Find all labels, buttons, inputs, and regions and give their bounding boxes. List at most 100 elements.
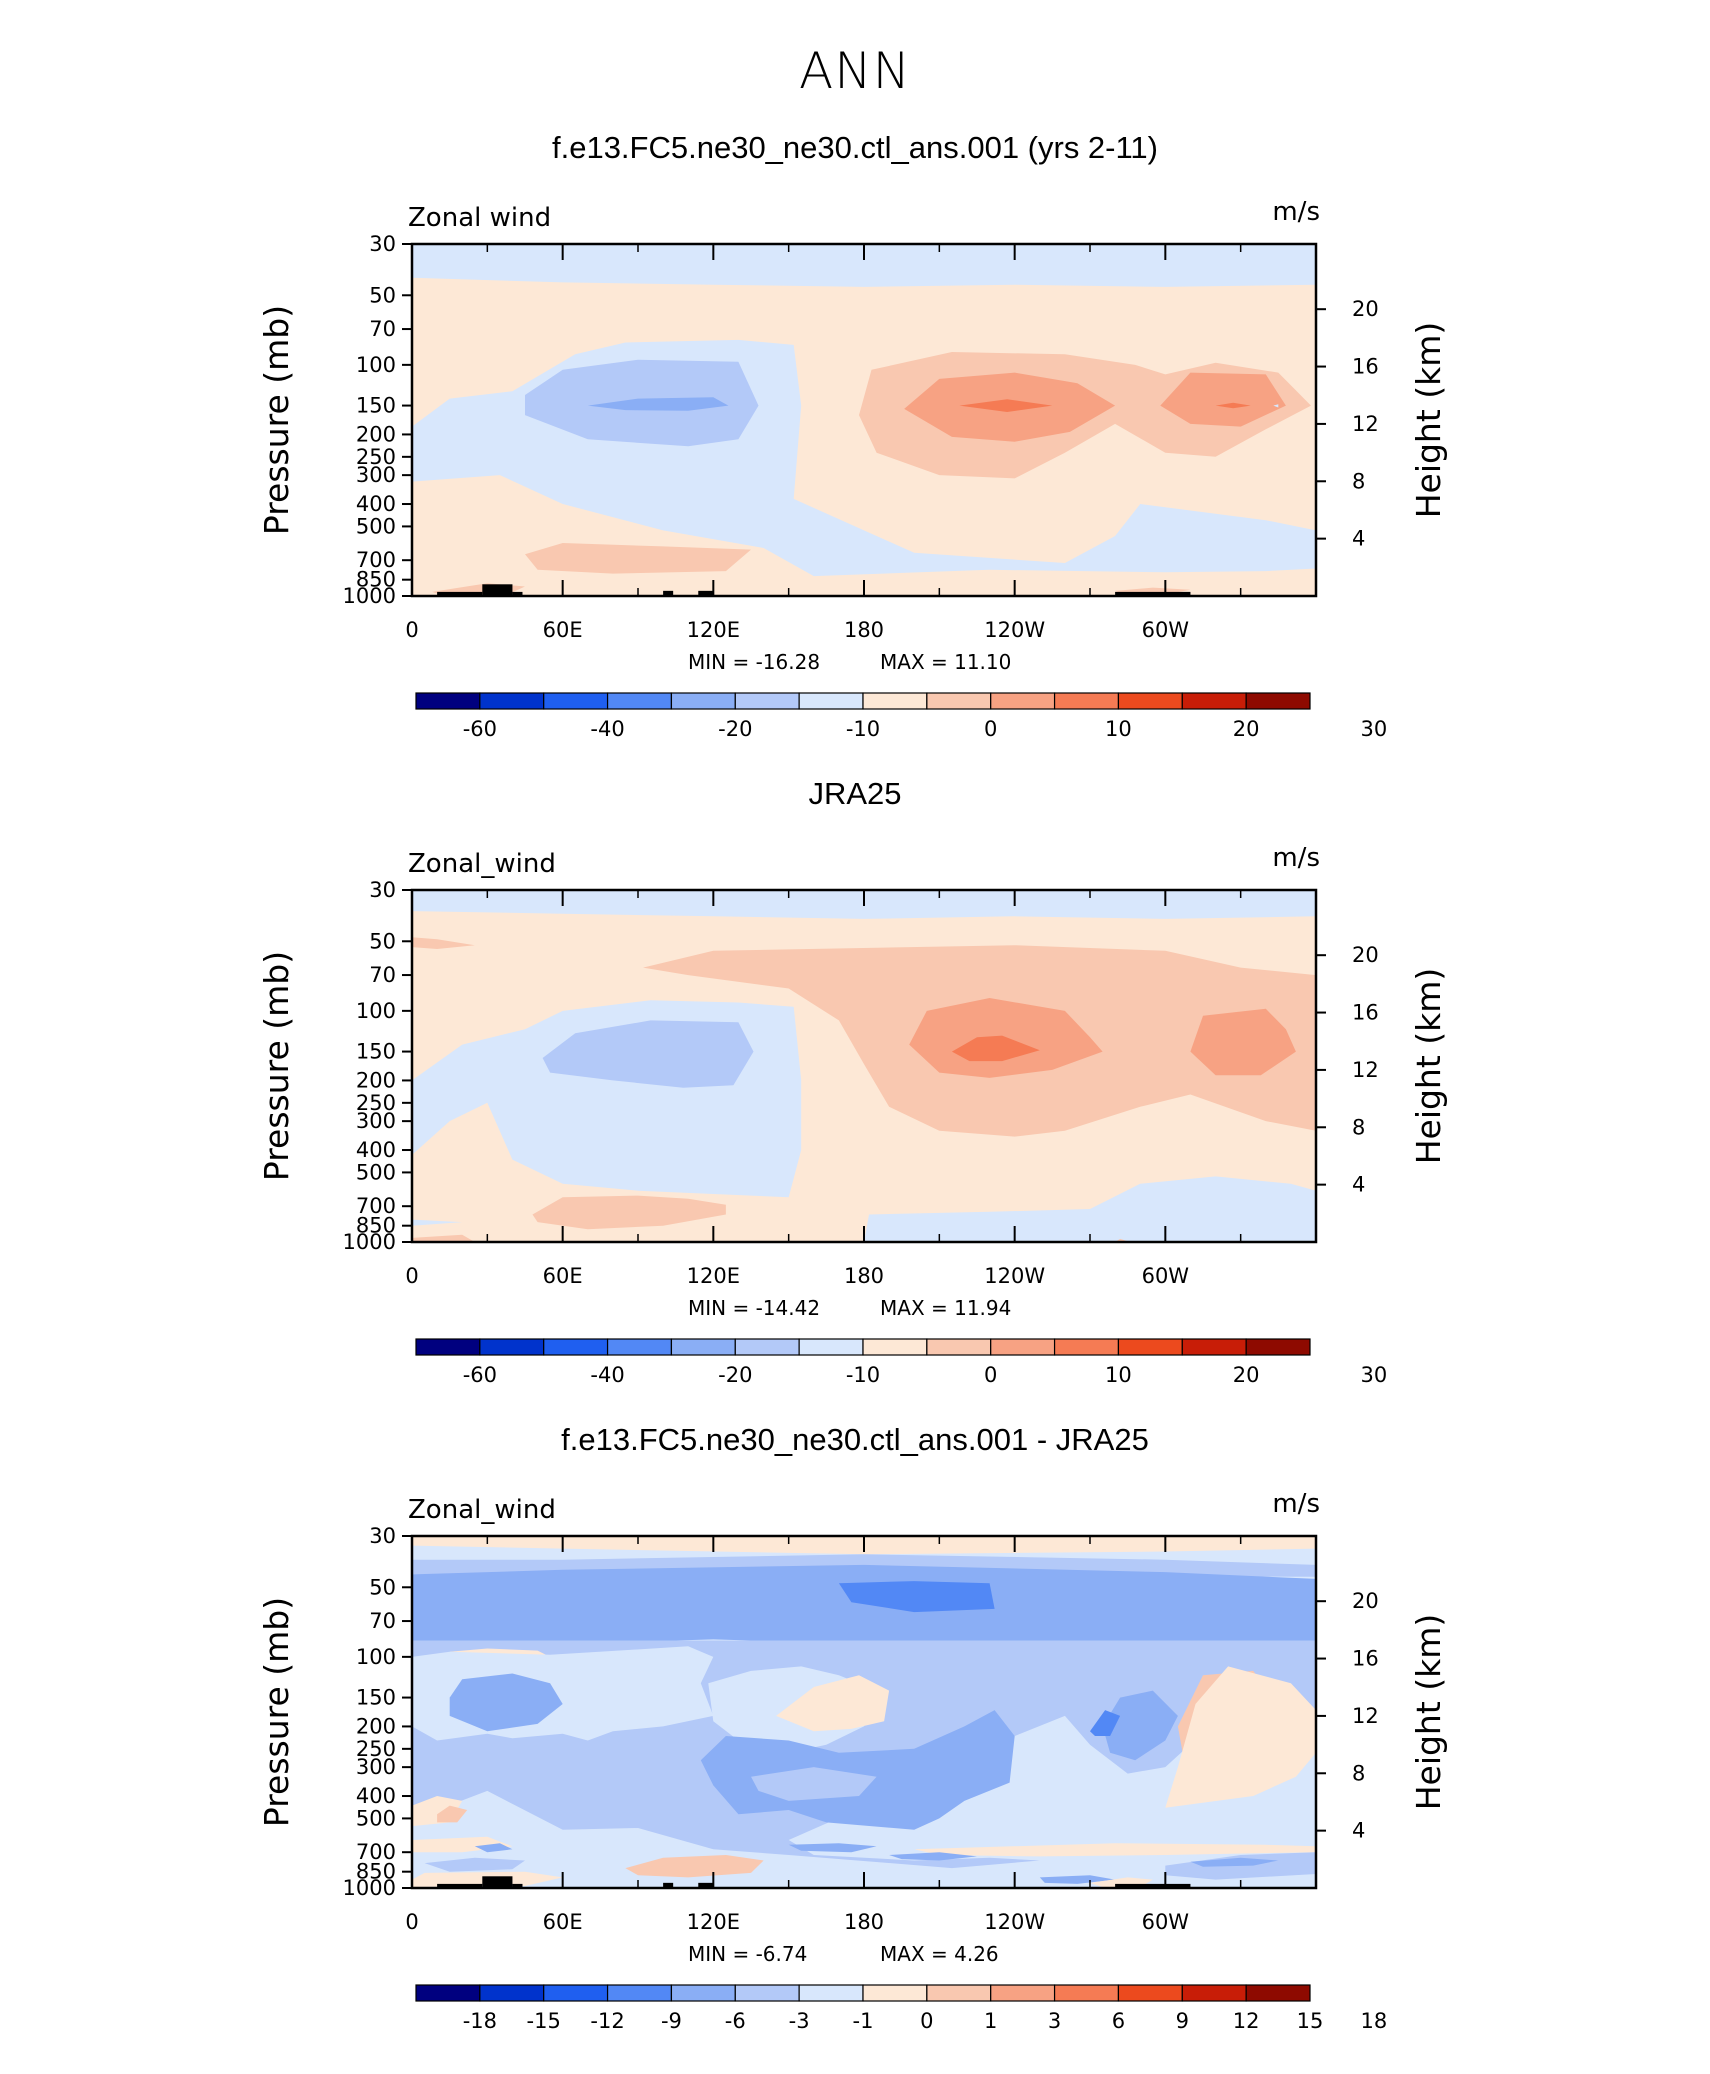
contour-region bbox=[864, 1176, 1316, 1242]
contour-region bbox=[959, 399, 1053, 412]
height-tick-label: 16 bbox=[1352, 1001, 1379, 1025]
colorbar-label: -12 bbox=[590, 2009, 624, 2033]
panel-group: 0 60E 120E 180 120W 60W3050701001502002503004… bbox=[257, 843, 1448, 1387]
colorbar-label: -10 bbox=[846, 717, 880, 741]
x-tick-label: 180 bbox=[844, 1910, 884, 1934]
y-tick-label: 150 bbox=[356, 1686, 396, 1710]
height-tick-label: 20 bbox=[1352, 297, 1379, 321]
colorbar-label: 0 bbox=[984, 1363, 997, 1387]
colorbar-label: 0 bbox=[984, 717, 997, 741]
colorbar-swatch bbox=[1181, 1984, 1247, 2002]
contour-regions bbox=[412, 890, 1316, 1242]
panel-1-title: f.e13.FC5.ne30_ne30.ctl_ans.001 (yrs 2-1… bbox=[551, 130, 1158, 165]
colorbar-label: 15 bbox=[1297, 2009, 1324, 2033]
y-tick-label: 50 bbox=[369, 929, 396, 953]
y-tick-label: 70 bbox=[369, 1609, 396, 1633]
y-tick-label: 850 bbox=[356, 1860, 396, 1884]
contour-region bbox=[1165, 1666, 1316, 1808]
contour-region bbox=[1160, 372, 1286, 427]
right-axis-title: Height (km) bbox=[1409, 968, 1448, 1165]
terrain-block bbox=[482, 1876, 513, 1888]
y-tick-label: 300 bbox=[356, 1755, 396, 1779]
colorbar-label: 20 bbox=[1233, 717, 1260, 741]
colorbar-label: -3 bbox=[789, 2009, 810, 2033]
height-tick-label: 4 bbox=[1352, 1819, 1365, 1843]
height-tick-label: 4 bbox=[1352, 1173, 1365, 1197]
contour-region bbox=[1090, 1710, 1121, 1736]
colorbar-label: -6 bbox=[725, 2009, 746, 2033]
x-tick-label: 0 bbox=[405, 618, 418, 642]
contour-region bbox=[788, 1843, 877, 1853]
colorbar-swatch bbox=[415, 1984, 481, 2002]
colorbar-label: 1 bbox=[984, 2009, 997, 2033]
colorbar-label: 10 bbox=[1105, 1363, 1132, 1387]
x-tick-label: 120E bbox=[687, 1264, 740, 1288]
terrain-block bbox=[663, 590, 674, 596]
y-tick-label: 30 bbox=[369, 878, 396, 902]
colorbar-label: 0 bbox=[920, 2009, 933, 2033]
y-tick-label: 300 bbox=[356, 463, 396, 487]
contour-region bbox=[412, 937, 475, 949]
terrain-block bbox=[482, 584, 513, 596]
contour-region bbox=[1102, 1690, 1178, 1761]
y-tick-label: 50 bbox=[369, 283, 396, 307]
height-tick-label: 12 bbox=[1352, 412, 1379, 436]
panel-2-title: JRA25 bbox=[808, 776, 902, 811]
terrain-block bbox=[698, 1882, 714, 1888]
x-tick-label: 60W bbox=[1142, 1910, 1190, 1934]
contour-region bbox=[776, 1675, 890, 1732]
x-tick-label: 120W bbox=[984, 1910, 1045, 1934]
x-tick-label: 120E bbox=[687, 618, 740, 642]
colorbar-swatch bbox=[990, 1984, 1056, 2002]
y-tick-label: 70 bbox=[369, 317, 396, 341]
x-tick-label: 180 bbox=[844, 1264, 884, 1288]
y-axis-title: Pressure (mb) bbox=[257, 1597, 296, 1827]
height-tick-label: 8 bbox=[1352, 1761, 1365, 1785]
contour-region bbox=[700, 1710, 1015, 1830]
y-tick-label: 500 bbox=[356, 514, 396, 538]
terrain-block bbox=[698, 590, 714, 596]
colorbar-label: -9 bbox=[661, 2009, 682, 2033]
colorbar-swatch bbox=[1245, 1338, 1311, 1356]
x-tick-label: 60E bbox=[543, 1910, 583, 1934]
y-tick-label: 700 bbox=[356, 548, 396, 572]
height-tick-label: 12 bbox=[1352, 1704, 1379, 1728]
y-tick-label: 250 bbox=[356, 1737, 396, 1761]
colorbar-swatch bbox=[862, 1984, 928, 2002]
x-tick-label: 120E bbox=[687, 1910, 740, 1934]
min-label: MIN = -14.42 bbox=[688, 1296, 820, 1320]
y-tick-label: 400 bbox=[356, 492, 396, 516]
terrain-block bbox=[1115, 1883, 1191, 1888]
contour-region bbox=[449, 1673, 563, 1732]
panel-3-title: f.e13.FC5.ne30_ne30.ctl_ans.001 - JRA25 bbox=[561, 1422, 1149, 1457]
contour-regions bbox=[412, 244, 1316, 595]
y-axis-title: Pressure (mb) bbox=[257, 951, 296, 1181]
y-tick-label: 30 bbox=[369, 1524, 396, 1548]
colorbar-swatch bbox=[670, 1984, 736, 2002]
y-tick-label: 1000 bbox=[343, 1230, 396, 1254]
colorbar-swatch bbox=[1053, 1984, 1120, 2002]
y-tick-label: 850 bbox=[356, 568, 396, 592]
height-tick-label: 12 bbox=[1352, 1058, 1379, 1082]
contour-region bbox=[542, 1020, 754, 1088]
y-tick-label: 400 bbox=[356, 1784, 396, 1808]
panel-group: 0 60E 120E 180 120W 60W3050701001502002503004… bbox=[257, 197, 1448, 741]
contour-region bbox=[474, 1843, 513, 1853]
y-tick-label: 70 bbox=[369, 963, 396, 987]
height-tick-label: 8 bbox=[1352, 1115, 1365, 1139]
contour-region bbox=[951, 1035, 1040, 1062]
contour-region bbox=[412, 1219, 463, 1226]
y-tick-label: 700 bbox=[356, 1840, 396, 1864]
x-tick-label: 0 bbox=[405, 1910, 418, 1934]
contour-region bbox=[889, 1852, 977, 1861]
y-tick-label: 850 bbox=[356, 1214, 396, 1238]
x-tick-label: 180 bbox=[844, 618, 884, 642]
min-label: MIN = -16.28 bbox=[688, 650, 820, 674]
colorbar-swatch bbox=[1117, 1984, 1183, 2002]
terrain-block bbox=[663, 1882, 674, 1888]
y-tick-label: 400 bbox=[356, 1138, 396, 1162]
colorbar-label: -20 bbox=[718, 717, 752, 741]
contour-region bbox=[412, 1234, 475, 1242]
